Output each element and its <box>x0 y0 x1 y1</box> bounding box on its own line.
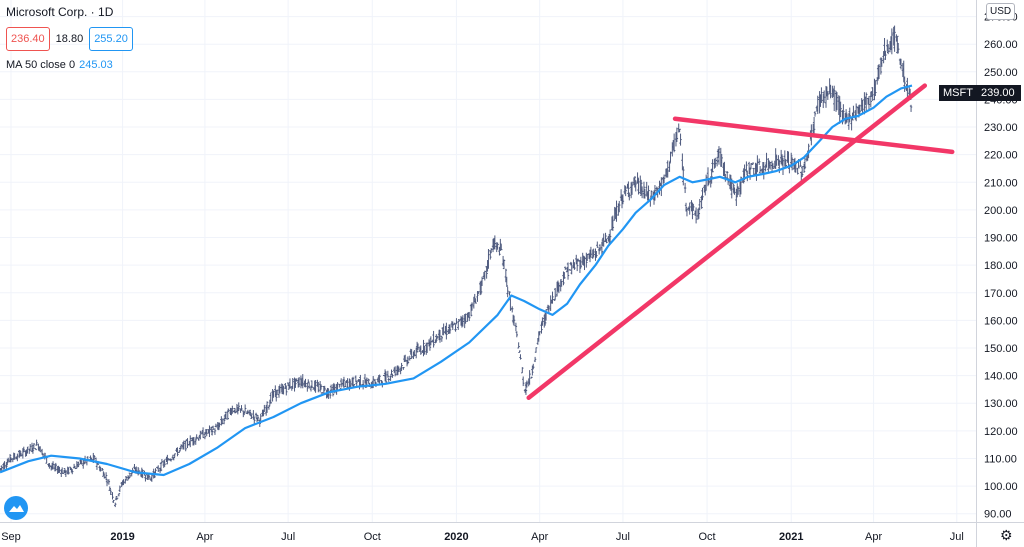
y-tick-label: 170.00 <box>984 288 1018 300</box>
x-tick-label: Jul <box>281 531 295 543</box>
x-tick-label: Apr <box>196 531 213 543</box>
x-tick-label: 2021 <box>779 531 803 543</box>
low-value-box[interactable]: 236.40 <box>6 27 50 51</box>
x-tick-label: Apr <box>531 531 548 543</box>
x-tick-label: Apr <box>865 531 882 543</box>
y-tick-label: 140.00 <box>984 371 1018 383</box>
y-tick-label: 250.00 <box>984 67 1018 79</box>
x-tick-label: Oct <box>699 531 716 543</box>
symbol-title: Microsoft Corp. · 1D <box>6 5 114 19</box>
y-tick-label: 120.00 <box>984 426 1018 438</box>
y-tick-label: 150.00 <box>984 343 1018 355</box>
x-tick-label: Jul <box>950 531 964 543</box>
change-value: 18.80 <box>55 33 84 45</box>
y-tick-label: 200.00 <box>984 205 1018 217</box>
y-tick-label: 230.00 <box>984 122 1018 134</box>
y-tick-label: 100.00 <box>984 481 1018 493</box>
high-value-box[interactable]: 255.20 <box>89 27 133 51</box>
ma-legend-row[interactable]: MA 50 close 0 245.03 <box>6 57 133 73</box>
gear-icon[interactable]: ⚙ <box>1000 527 1013 543</box>
legend-ohlc-row: 236.40 18.80 255.20 <box>6 27 133 51</box>
tradingview-logo-icon[interactable] <box>4 496 28 520</box>
x-tick-label: 2019 <box>110 531 134 543</box>
ma-50-line <box>0 84 913 477</box>
ma-label: MA 50 close 0 <box>6 59 76 71</box>
x-tick-label: 2020 <box>444 531 468 543</box>
y-tick-label: 190.00 <box>984 233 1018 245</box>
trendline-support <box>526 83 928 400</box>
x-tick-label: Oct <box>364 531 381 543</box>
y-tick-label: 220.00 <box>984 150 1018 162</box>
symbol-price-tag: MSFT <box>939 85 977 101</box>
x-tick-label: Sep <box>1 531 21 543</box>
y-tick-label: 130.00 <box>984 398 1018 410</box>
y-tick-label: 90.00 <box>984 509 1012 521</box>
y-tick-label: 110.00 <box>984 453 1017 465</box>
logo-mountain-icon <box>9 505 24 512</box>
x-tick-label: Jul <box>616 531 630 543</box>
last-price-tag: 239.00 <box>975 85 1021 101</box>
trendline-resistance <box>672 116 955 155</box>
y-tick-label: 260.00 <box>984 39 1018 51</box>
ma-value: 245.03 <box>79 59 113 71</box>
chart-legend: Microsoft Corp. · 1D 236.40 18.80 255.20… <box>6 4 133 73</box>
currency-badge[interactable]: USD <box>986 3 1016 20</box>
y-tick-label: 160.00 <box>984 315 1018 327</box>
y-tick-label: 180.00 <box>984 260 1018 272</box>
y-tick-label: 210.00 <box>984 177 1018 189</box>
